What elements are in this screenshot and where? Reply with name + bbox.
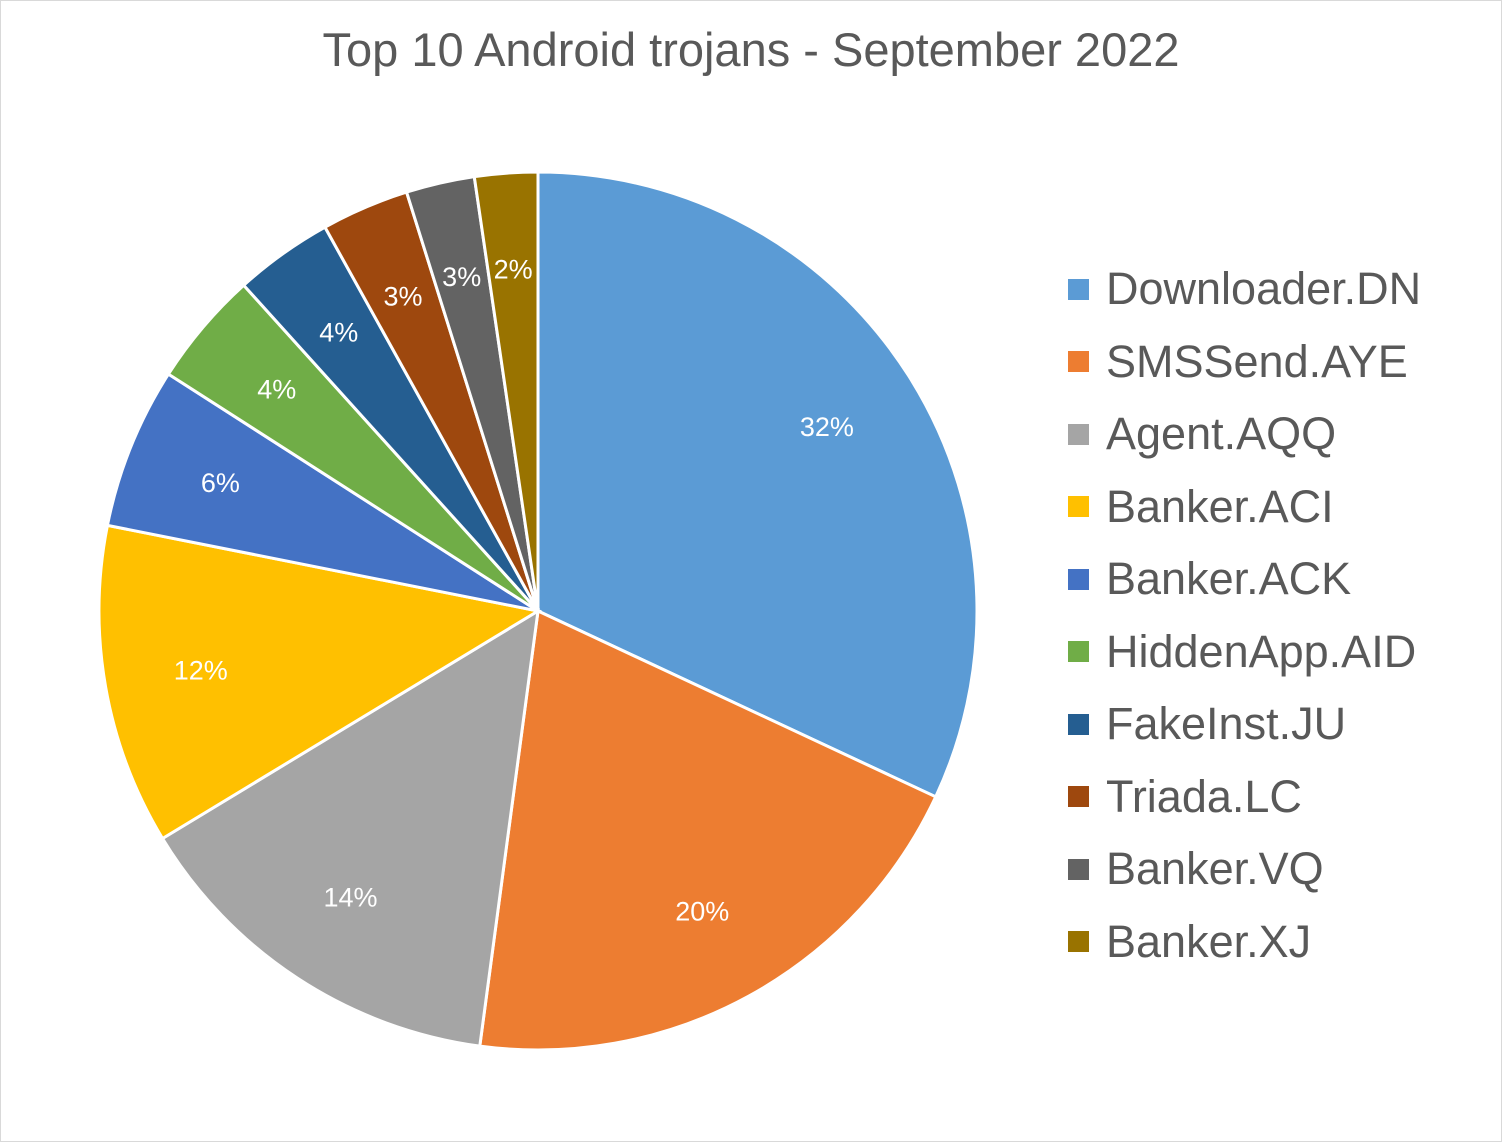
legend-label: Banker.XJ (1106, 915, 1312, 967)
data-label-fakeinst-ju: 4% (319, 318, 358, 348)
pie-slice-banker-ack (105, 372, 539, 613)
pie-slice-banker-xj (472, 170, 540, 612)
legend-item-triada-lc: Triada.LC (1068, 761, 1488, 834)
data-label-banker-aci: 12% (174, 655, 228, 685)
legend-swatch (1068, 858, 1089, 880)
legend-item-banker-aci: Banker.ACI (1068, 471, 1488, 544)
legend-label: Agent.AQQ (1106, 408, 1337, 460)
legend-label: HiddenApp.AID (1106, 625, 1417, 677)
legend-label: Triada.LC (1106, 770, 1302, 822)
legend-item-banker-xj: Banker.XJ (1068, 906, 1488, 979)
legend-item-agent-aqq: Agent.AQQ (1068, 398, 1488, 471)
legend-swatch (1068, 713, 1089, 735)
legend-swatch (1068, 641, 1089, 663)
legend-swatch (1068, 568, 1089, 590)
legend-item-smssend-aye: SMSSend.AYE (1068, 326, 1488, 399)
legend-item-downloader-dn: Downloader.DN (1068, 253, 1488, 326)
data-label-hiddenapp-aid: 4% (257, 375, 296, 405)
legend-label: Banker.ACK (1106, 553, 1352, 605)
pie-slice-smssend-aye (478, 608, 938, 1052)
legend-swatch (1068, 786, 1089, 808)
legend-item-fakeinst-ju: FakeInst.JU (1068, 688, 1488, 761)
legend-item-hiddenapp-aid: HiddenApp.AID (1068, 616, 1488, 689)
legend-label: Banker.VQ (1106, 843, 1324, 895)
pie-slice-downloader-dn (536, 170, 979, 799)
data-label-smssend-aye: 20% (675, 896, 729, 926)
data-label-banker-xj: 2% (494, 255, 533, 285)
chart-title: Top 10 Android trojans - September 2022 (322, 23, 1180, 76)
legend-swatch (1068, 931, 1089, 953)
data-label-banker-vq: 3% (442, 262, 481, 292)
data-label-triada-lc: 3% (383, 281, 422, 311)
legend-label: SMSSend.AYE (1106, 335, 1408, 387)
data-label-downloader-dn: 32% (800, 412, 854, 442)
pie-slice-agent-aqq (160, 608, 540, 1048)
data-label-agent-aqq: 14% (323, 883, 377, 913)
legend-item-banker-vq: Banker.VQ (1068, 833, 1488, 906)
legend-item-banker-ack: Banker.ACK (1068, 543, 1488, 616)
legend-swatch (1068, 278, 1089, 300)
legend-label: FakeInst.JU (1106, 698, 1347, 750)
legend-swatch (1068, 423, 1089, 445)
legend-swatch (1068, 496, 1089, 518)
data-label-banker-ack: 6% (201, 468, 240, 498)
legend-label: Downloader.DN (1106, 263, 1422, 315)
pie-slice-banker-aci (97, 523, 543, 841)
pie-data-labels: 32% 20% 14% 12% 6% 4% 4% 3% 3% 2% (174, 255, 854, 927)
legend: Downloader.DN SMSSend.AYE Agent.AQQ Banker.… (1068, 253, 1488, 978)
legend-label: Banker.ACI (1106, 480, 1334, 532)
pie-slices (97, 170, 979, 1052)
legend-swatch (1068, 351, 1089, 373)
